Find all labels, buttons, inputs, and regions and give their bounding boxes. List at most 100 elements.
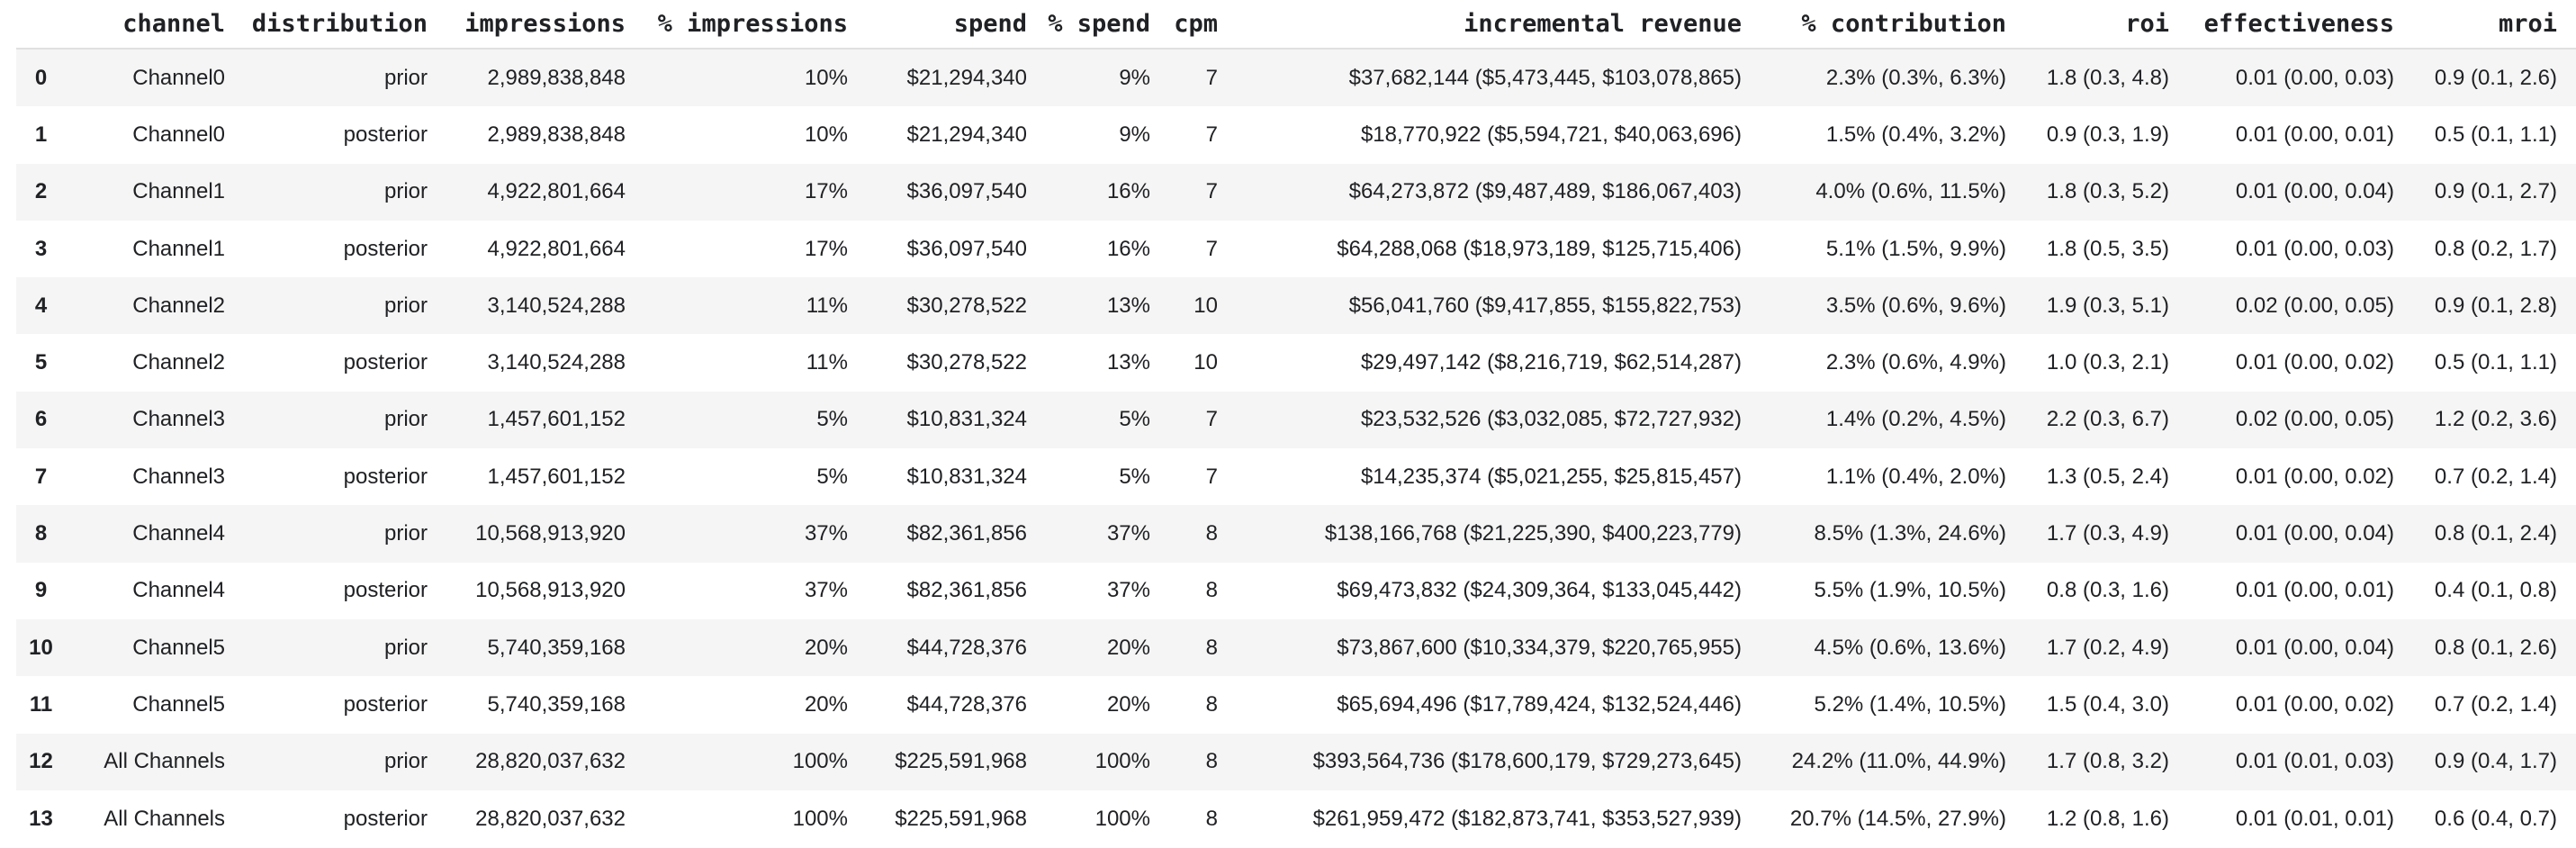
cell-incremental-revenue: $261,959,472 ($182,873,741, $353,527,939…	[1312, 806, 1742, 831]
cell-incremental-revenue: $69,473,832 ($24,309,364, $133,045,442)	[1337, 578, 1742, 603]
cell-channel: Channel1	[132, 236, 225, 261]
column-header-distribution: distribution	[225, 0, 428, 50]
cell-pct-impressions: 5%	[816, 407, 848, 432]
row-index: 8	[34, 521, 48, 546]
table-body: 0 Channel0 prior 2,989,838,848 10% $21,294,34…	[16, 49, 2576, 848]
cell-pct-spend: 13%	[1106, 350, 1150, 375]
cell-mroi: 0.4 (0.1, 0.8)	[2434, 578, 2557, 603]
cell-cpm: 8	[1205, 521, 1218, 546]
cell-impressions: 4,922,801,664	[487, 236, 626, 261]
cell-impressions: 2,989,838,848	[487, 122, 626, 147]
cell-incremental-revenue: $18,770,922 ($5,594,721, $40,063,696)	[1360, 122, 1742, 147]
cell-distribution: prior	[383, 407, 428, 432]
cell-pct-impressions: 5%	[816, 464, 848, 489]
cell-pct-contribution: 5.2% (1.4%, 10.5%)	[1814, 691, 2006, 717]
cell-mroi: 0.6 (0.4, 0.7)	[2434, 806, 2557, 831]
cell-cpm: 7	[1205, 464, 1218, 489]
cell-cpm: 10	[1193, 350, 1218, 375]
cell-impressions: 1,457,601,152	[487, 464, 626, 489]
column-header-pct-spend: % spend	[1027, 0, 1150, 50]
cell-distribution: prior	[383, 749, 428, 774]
column-header-mroi: mroi	[2394, 0, 2576, 50]
table-row: 3 Channel1 posterior 4,922,801,664 17% $36,09…	[16, 220, 2576, 278]
cell-cpm: 8	[1205, 691, 1218, 717]
cell-roi: 1.7 (0.8, 3.2)	[2046, 749, 2169, 774]
cell-spend: $44,728,376	[906, 635, 1027, 660]
cell-spend: $44,728,376	[906, 691, 1027, 717]
cell-pct-impressions: 17%	[804, 179, 848, 204]
cell-cpm: 7	[1205, 236, 1218, 261]
cell-distribution: prior	[383, 179, 428, 204]
cell-effectiveness: 0.01 (0.00, 0.04)	[2235, 521, 2394, 546]
table-row: 5 Channel2 posterior 3,140,524,288 11% $30,27…	[16, 334, 2576, 392]
cell-effectiveness: 0.02 (0.00, 0.05)	[2235, 407, 2394, 432]
cell-cpm: 7	[1205, 179, 1218, 204]
cell-mroi: 0.8 (0.2, 1.7)	[2434, 236, 2557, 261]
cell-distribution: prior	[383, 521, 428, 546]
cell-pct-contribution: 8.5% (1.3%, 24.6%)	[1814, 521, 2006, 546]
row-index: 3	[34, 236, 48, 261]
cell-cpm: 8	[1205, 578, 1218, 603]
cell-spend: $30,278,522	[906, 350, 1027, 375]
cell-spend: $225,591,968	[895, 806, 1027, 831]
cell-pct-impressions: 20%	[804, 635, 848, 660]
cell-pct-spend: 20%	[1106, 635, 1150, 660]
cell-mroi: 0.5 (0.1, 1.1)	[2434, 350, 2557, 375]
cell-cpm: 10	[1193, 293, 1218, 318]
cell-channel: Channel5	[132, 635, 225, 660]
cell-pct-contribution: 5.5% (1.9%, 10.5%)	[1814, 578, 2006, 603]
cell-impressions: 3,140,524,288	[487, 293, 626, 318]
cell-mroi: 0.7 (0.2, 1.4)	[2434, 691, 2557, 717]
cell-distribution: posterior	[343, 122, 428, 147]
cell-distribution: posterior	[343, 236, 428, 261]
cell-cpm: 7	[1205, 65, 1218, 90]
cell-channel: Channel3	[132, 464, 225, 489]
cell-pct-impressions: 20%	[804, 691, 848, 717]
cell-pct-impressions: 17%	[804, 236, 848, 261]
cell-effectiveness: 0.01 (0.00, 0.01)	[2235, 122, 2394, 147]
cell-pct-impressions: 10%	[804, 122, 848, 147]
cell-pct-contribution: 4.5% (0.6%, 13.6%)	[1814, 635, 2006, 660]
table-row: 10 Channel5 prior 5,740,359,168 20% $44,728,3…	[16, 618, 2576, 677]
cell-channel: Channel1	[132, 179, 225, 204]
cell-pct-contribution: 1.4% (0.2%, 4.5%)	[1825, 407, 2006, 432]
cell-roi: 1.0 (0.3, 2.1)	[2046, 350, 2169, 375]
cell-impressions: 5,740,359,168	[487, 635, 626, 660]
table-row: 7 Channel3 posterior 1,457,601,152 5% $10,831…	[16, 448, 2576, 506]
column-header-roi: roi	[2006, 0, 2169, 50]
cell-cpm: 8	[1205, 749, 1218, 774]
cell-effectiveness: 0.01 (0.00, 0.03)	[2235, 236, 2394, 261]
row-index: 2	[34, 179, 48, 204]
row-index: 13	[29, 806, 53, 831]
cell-roi: 1.3 (0.5, 2.4)	[2046, 464, 2169, 489]
cell-pct-spend: 16%	[1106, 179, 1150, 204]
cell-spend: $36,097,540	[906, 236, 1027, 261]
column-header-incremental-revenue: incremental revenue	[1218, 0, 1742, 50]
cell-effectiveness: 0.01 (0.00, 0.02)	[2235, 350, 2394, 375]
column-header-pct-impressions: % impressions	[626, 0, 848, 50]
cell-roi: 1.7 (0.3, 4.9)	[2046, 521, 2169, 546]
cell-spend: $82,361,856	[906, 521, 1027, 546]
cell-effectiveness: 0.02 (0.00, 0.05)	[2235, 293, 2394, 318]
cell-channel: Channel5	[132, 691, 225, 717]
cell-channel: Channel2	[132, 350, 225, 375]
cell-pct-contribution: 20.7% (14.5%, 27.9%)	[1789, 806, 2006, 831]
column-header-index	[16, 0, 66, 50]
cell-pct-contribution: 5.1% (1.5%, 9.9%)	[1825, 236, 2006, 261]
cell-mroi: 0.8 (0.1, 2.4)	[2434, 521, 2557, 546]
cell-incremental-revenue: $64,288,068 ($18,973,189, $125,715,406)	[1337, 236, 1742, 261]
table-row: 8 Channel4 prior 10,568,913,920 37% $82,361,8…	[16, 505, 2576, 563]
cell-pct-contribution: 4.0% (0.6%, 11.5%)	[1815, 179, 2006, 204]
cell-pct-spend: 13%	[1106, 293, 1150, 318]
row-index: 10	[29, 635, 53, 660]
cell-spend: $10,831,324	[906, 407, 1027, 432]
cell-incremental-revenue: $14,235,374 ($5,021,255, $25,815,457)	[1360, 464, 1742, 489]
cell-effectiveness: 0.01 (0.00, 0.01)	[2235, 578, 2394, 603]
cell-pct-spend: 5%	[1119, 464, 1150, 489]
cell-pct-contribution: 3.5% (0.6%, 9.6%)	[1825, 293, 2006, 318]
cell-pct-spend: 37%	[1106, 578, 1150, 603]
table-row: 12 All Channels prior 28,820,037,632 100% $22…	[16, 733, 2576, 790]
cell-spend: $21,294,340	[906, 122, 1027, 147]
cell-channel: Channel0	[132, 122, 225, 147]
cell-incremental-revenue: $56,041,760 ($9,417,855, $155,822,753)	[1348, 293, 1742, 318]
